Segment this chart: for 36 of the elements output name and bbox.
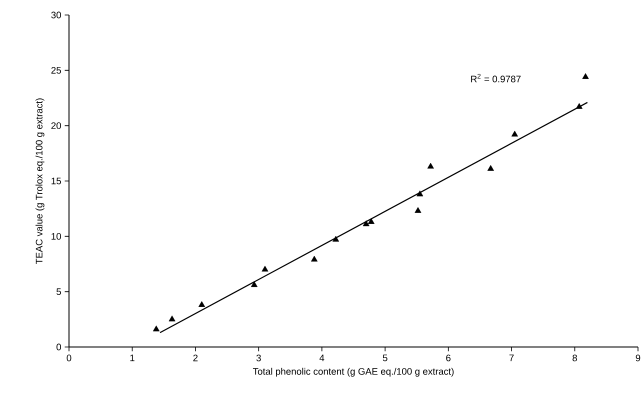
x-axis-title: Total phenolic content (g GAE eq./100 g extract) — [252, 368, 454, 377]
point — [416, 190, 424, 196]
x-tick-label: 3 — [256, 354, 261, 362]
y-tick-label: 25 — [51, 66, 62, 74]
point — [414, 207, 422, 213]
x-tick-label: 9 — [636, 354, 640, 362]
point — [198, 301, 206, 307]
x-tick-label: 1 — [130, 354, 134, 362]
point — [576, 103, 583, 109]
x-tick-label: 8 — [572, 354, 578, 362]
x-tick-label: 0 — [66, 354, 72, 362]
x-tick-label: 7 — [509, 354, 514, 362]
point — [511, 130, 518, 137]
point — [362, 220, 370, 226]
point — [582, 73, 589, 79]
x-tick-label: 6 — [446, 354, 451, 362]
y-tick-label: 0 — [56, 344, 62, 350]
point — [152, 326, 160, 332]
x-tick-label: 2 — [193, 354, 198, 362]
point — [427, 162, 434, 169]
y-tick-label: 10 — [52, 232, 62, 240]
y-tick-label: 20 — [51, 122, 62, 130]
annotation: R$^{2}$ = 0.9787 — [471, 74, 521, 82]
x-tick-label: 5 — [382, 354, 388, 362]
y-tick-label: 15 — [52, 178, 62, 184]
y-tick-label: 30 — [51, 12, 62, 18]
y-axis-title: TEAC value (g Trolox eq./100 g extract) — [36, 98, 44, 264]
y-tick-label: 5 — [56, 288, 62, 295]
point — [262, 266, 268, 272]
point — [168, 316, 176, 322]
point — [487, 165, 494, 171]
point — [310, 256, 318, 262]
x-tick-label: 4 — [319, 354, 324, 362]
point — [332, 236, 340, 242]
point — [368, 218, 375, 224]
point — [250, 281, 258, 288]
